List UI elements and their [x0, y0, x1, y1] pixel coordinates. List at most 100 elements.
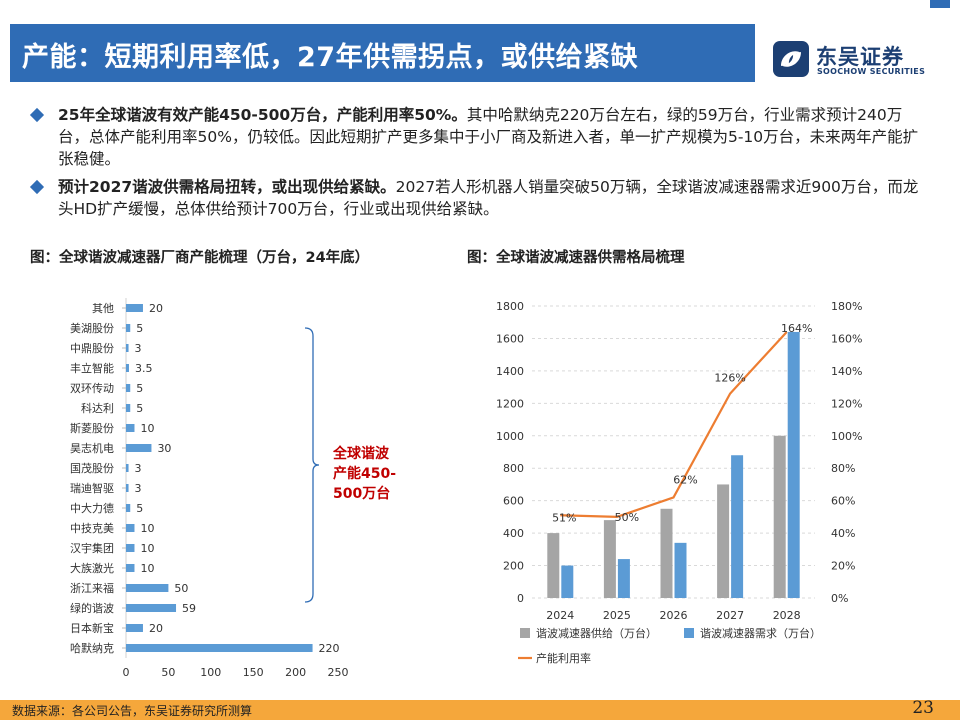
utilization-label: 126%: [714, 372, 745, 385]
right-figure-title: 图：全球谐波减速器供需格局梳理: [467, 250, 685, 266]
y-right-tick-label: 160%: [831, 332, 862, 345]
capacity-bar: [126, 404, 131, 412]
y-right-tick-label: 40%: [831, 527, 855, 540]
capacity-bar: [126, 444, 152, 452]
bar-value-label: 3: [135, 482, 142, 495]
capacity-bar: [126, 624, 143, 632]
data-source: 数据来源：各公司公告，东吴证券研究所测算: [12, 704, 253, 718]
supply-bar: [660, 508, 673, 598]
category-label: 昊志机电: [70, 441, 114, 455]
category-label: 瑞迪智驱: [70, 481, 114, 495]
demand-bar: [674, 542, 687, 598]
category-label: 汉宇集团: [70, 541, 114, 555]
category-label: 丰立智能: [70, 361, 114, 375]
capacity-bar: [126, 644, 313, 652]
y-left-tick-label: 200: [503, 560, 524, 573]
bracket-icon: [304, 327, 320, 603]
category-label: 哈默纳克: [70, 642, 114, 655]
bar-value-label: 3: [135, 342, 142, 355]
bar-value-label: 50: [174, 582, 188, 595]
y-left-tick-label: 800: [503, 462, 524, 475]
bar-value-label: 10: [140, 562, 154, 575]
y-left-tick-label: 1800: [496, 300, 524, 313]
bar-value-label: 10: [140, 422, 154, 435]
demand-bar: [617, 559, 630, 598]
capacity-bar: [126, 464, 129, 472]
utilization-label: 51%: [552, 511, 576, 524]
category-label: 中技克美: [70, 522, 114, 535]
bar-value-label: 5: [136, 382, 143, 395]
capacity-bar: [126, 304, 143, 312]
capacity-bar: [126, 524, 135, 532]
logo-icon: [773, 41, 809, 77]
capacity-bar: [126, 384, 131, 392]
legend-swatch: [520, 628, 530, 638]
y-right-tick-label: 180%: [831, 300, 862, 313]
x-tick-label: 2028: [773, 609, 801, 622]
bar-value-label: 5: [136, 402, 143, 415]
capacity-bar: [126, 544, 135, 552]
capacity-annotation: 产能450-: [333, 465, 396, 482]
footer-bar: 数据来源：各公司公告，东吴证券研究所测算 23: [0, 698, 960, 720]
y-left-tick-label: 0: [517, 592, 524, 605]
left-figure-title: 图：全球谐波减速器厂商产能梳理（万台，24年底）: [30, 250, 370, 266]
legend-swatch: [684, 628, 694, 638]
supply-demand-chart: 0 200 400 600 800 1000 1200 1400 1600 1800 0% 20% 40…: [496, 300, 862, 665]
page-title: 产能：短期利用率低，27年供需拐点，或供给紧缺: [22, 42, 639, 73]
category-label: 中大力德: [70, 501, 114, 515]
capacity-bar: [126, 424, 135, 432]
bar-value-label: 20: [149, 302, 163, 315]
category-label: 其他: [92, 302, 114, 315]
category-label: 美湖股份: [70, 322, 114, 335]
utilization-line: [560, 331, 788, 518]
capacity-bar: [126, 504, 131, 512]
bar-value-label: 30: [157, 442, 171, 455]
demand-bar: [561, 565, 574, 598]
bullet-body: 2027若人形机器人销量突破50万辆，全球谐波减速器需求近900万台，而龙头HD…: [58, 178, 919, 218]
x-tick-label: 50: [161, 666, 175, 679]
bar-value-label: 10: [140, 542, 154, 555]
category-label: 大族激光: [70, 561, 114, 575]
x-tick-label: 2024: [546, 609, 574, 622]
y-left-tick-label: 1200: [496, 397, 524, 410]
category-label: 绿的谐波: [70, 601, 114, 615]
y-left-tick-label: 1600: [496, 332, 524, 345]
bullet-item: 预计2027谐波供需格局扭转，或出现供给紧缺。2027若人形机器人销量突破50万…: [29, 176, 930, 220]
y-right-tick-label: 0%: [831, 592, 848, 605]
x-tick-label: 250: [328, 666, 349, 679]
logo-text-en: SOOCHOW SECURITIES: [817, 67, 926, 76]
category-label: 日本新宝: [70, 621, 114, 635]
bar-value-label: 59: [182, 602, 196, 615]
utilization-label: 50%: [615, 511, 639, 524]
y-right-tick-label: 140%: [831, 365, 862, 378]
capacity-bar-chart: 其他 20 美湖股份 5 中鼎股份 3 丰立智能 3.5 双环传动 5 科达利 5 斯菱股份 10 昊志机电…: [70, 298, 396, 679]
y-right-tick-label: 60%: [831, 495, 855, 508]
capacity-bar: [126, 484, 129, 492]
x-tick-label: 0: [123, 666, 130, 679]
utilization-label: 62%: [673, 473, 697, 486]
category-label: 双环传动: [70, 382, 114, 395]
y-right-tick-label: 20%: [831, 560, 855, 573]
x-tick-label: 150: [243, 666, 264, 679]
bar-value-label: 3.5: [135, 362, 153, 375]
category-label: 国茂股份: [70, 461, 114, 475]
title-bar: 产能：短期利用率低，27年供需拐点，或供给紧缺: [10, 24, 755, 82]
bar-value-label: 3: [135, 462, 142, 475]
capacity-bar: [126, 584, 169, 592]
page-number: 23: [912, 698, 934, 718]
bar-value-label: 5: [136, 322, 143, 335]
y-right-tick-label: 100%: [831, 430, 862, 443]
category-label: 浙江来福: [70, 581, 114, 595]
supply-bar: [773, 435, 786, 598]
capacity-bar: [126, 324, 131, 332]
x-tick-label: 100: [200, 666, 221, 679]
supply-bar: [603, 520, 616, 598]
bullet-headline: 25年全球谐波有效产能450-500万台，产能利用率50%。: [58, 106, 467, 124]
bullet-body: 其中哈默纳克220万台左右，绿的59万台，行业需求预计240万台，总体产能利用率…: [58, 106, 919, 168]
category-label: 中鼎股份: [70, 342, 114, 355]
legend-label: 产能利用率: [536, 651, 591, 665]
x-tick-label: 2025: [603, 609, 631, 622]
bullet-item: 25年全球谐波有效产能450-500万台，产能利用率50%。其中哈默纳克220万…: [29, 104, 930, 170]
y-left-tick-label: 1000: [496, 430, 524, 443]
